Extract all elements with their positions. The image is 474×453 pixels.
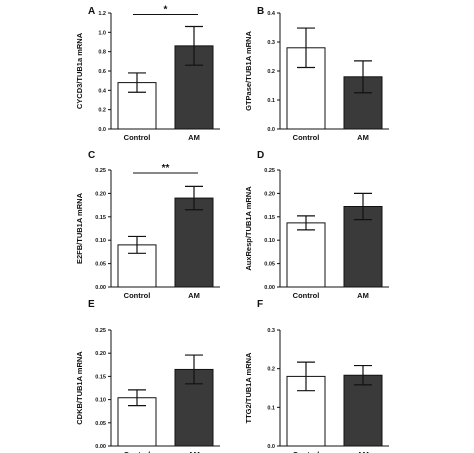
y-tick-label-e: 0.00	[95, 444, 106, 450]
category-label-c: Control	[124, 291, 151, 300]
panel-letter-f: F	[257, 299, 263, 310]
y-tick-label-e: 0.05	[95, 421, 106, 427]
panel-letter-a: A	[88, 6, 95, 17]
y-tick-label-e: 0.25	[95, 328, 106, 334]
y-axis-label-f: TTG2/TUB1A mRNA	[244, 352, 253, 424]
panel-letter-d: D	[257, 150, 264, 161]
y-tick-label-a: 0.6	[98, 69, 106, 75]
y-tick-label-e: 0.20	[95, 351, 106, 357]
y-tick-label-d: 0.10	[264, 238, 275, 244]
y-tick-label-c: 0.05	[95, 262, 106, 268]
y-tick-label-f: 0.3	[267, 328, 275, 334]
y-tick-label-a: 0.0	[98, 127, 106, 133]
y-tick-label-b: 0.1	[267, 98, 275, 104]
y-tick-label-a: 0.8	[98, 50, 106, 56]
y-tick-label-b: 0.0	[267, 127, 275, 133]
y-tick-label-a: 1.2	[98, 11, 106, 17]
category-label-d: Control	[293, 291, 320, 300]
significance-label-c: **	[162, 163, 170, 174]
y-tick-label-c: 0.15	[95, 215, 106, 221]
y-tick-label-c: 0.10	[95, 238, 106, 244]
y-tick-label-f: 0.1	[267, 405, 275, 411]
category-label-a: AM	[188, 133, 200, 142]
category-label-d: AM	[357, 291, 369, 300]
y-axis-label-a: CYCD3/TUB1a mRNA	[75, 32, 84, 109]
panel-letter-c: C	[88, 150, 95, 161]
y-tick-label-d: 0.25	[264, 168, 275, 174]
y-tick-label-a: 1.0	[98, 30, 106, 36]
y-tick-label-e: 0.15	[95, 374, 106, 380]
y-tick-label-d: 0.00	[264, 285, 275, 291]
panel-letter-b: B	[257, 6, 264, 17]
category-label-c: AM	[188, 291, 200, 300]
bar-f-am	[343, 374, 383, 447]
category-label-f: AM	[357, 450, 369, 453]
y-tick-label-b: 0.4	[267, 11, 276, 17]
category-label-e: Control	[124, 450, 151, 453]
y-tick-label-a: 0.2	[98, 108, 106, 114]
y-axis-label-b: GTPase/TUB1A mRNA	[244, 31, 253, 111]
category-label-a: Control	[124, 133, 151, 142]
y-axis-label-d: AuxResp/TUB1A mRNA	[244, 186, 253, 271]
bar-d-control	[286, 222, 326, 288]
y-tick-label-f: 0.0	[267, 444, 275, 450]
y-tick-label-d: 0.05	[264, 262, 275, 268]
y-tick-label-c: 0.00	[95, 285, 106, 291]
panel-letter-e: E	[88, 299, 95, 310]
category-label-f: Control	[293, 450, 320, 453]
y-tick-label-d: 0.20	[264, 191, 275, 197]
category-label-e: AM	[188, 450, 200, 453]
y-tick-label-a: 0.4	[98, 88, 107, 94]
y-tick-label-b: 0.2	[267, 69, 275, 75]
y-tick-label-f: 0.2	[267, 367, 275, 373]
bar-c-am	[174, 197, 214, 288]
y-axis-label-e: CDKB/TUB1A mRNA	[75, 351, 84, 425]
y-tick-label-b: 0.3	[267, 40, 275, 46]
y-tick-label-c: 0.25	[95, 168, 106, 174]
significance-label-a: *	[164, 5, 168, 16]
category-label-b: Control	[293, 133, 320, 142]
category-label-b: AM	[357, 133, 369, 142]
y-tick-label-e: 0.10	[95, 398, 106, 404]
y-axis-label-c: E2FB/TUB1A mRNA	[75, 192, 84, 264]
y-tick-label-d: 0.15	[264, 215, 275, 221]
y-tick-label-c: 0.20	[95, 191, 106, 197]
